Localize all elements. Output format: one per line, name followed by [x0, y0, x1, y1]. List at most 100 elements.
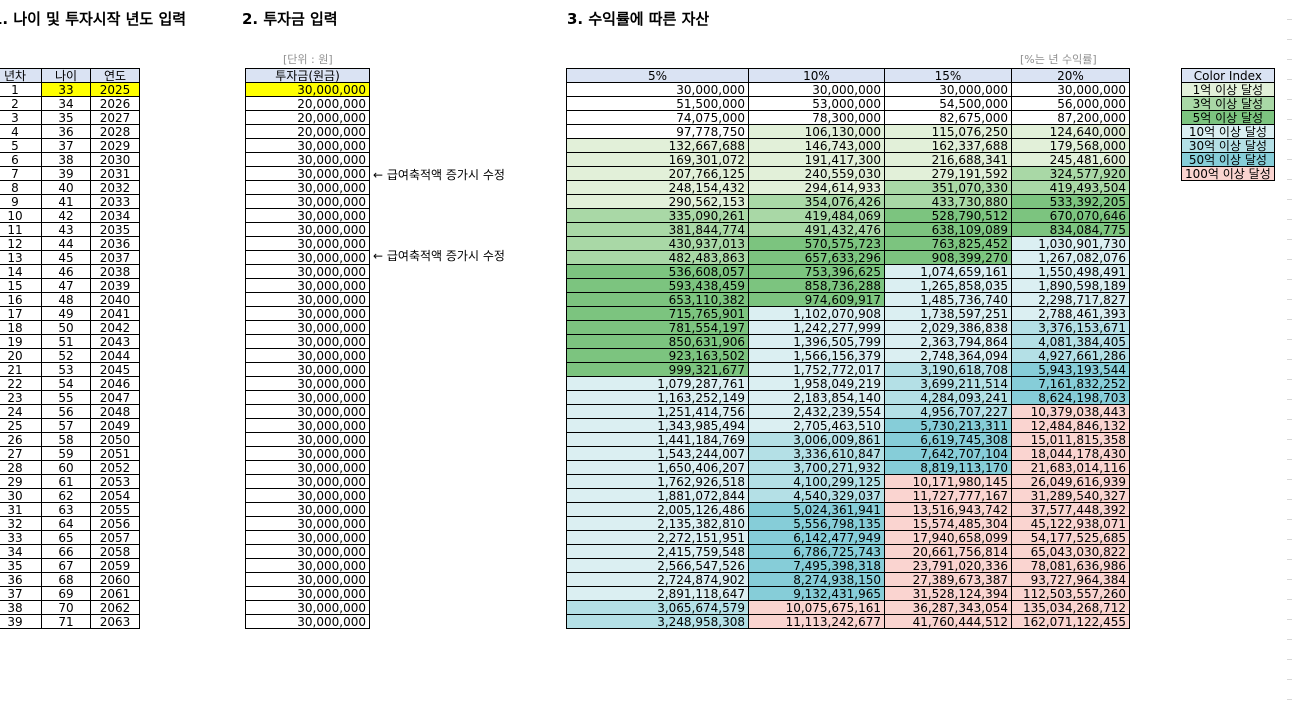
- asset-value-cell[interactable]: 30,000,000: [748, 82, 885, 97]
- legend-item[interactable]: 1억 이상 달성: [1181, 82, 1275, 97]
- investment-cell[interactable]: 30,000,000: [245, 432, 370, 447]
- asset-value-cell[interactable]: 18,044,178,430: [1011, 446, 1130, 461]
- asset-value-cell[interactable]: 7,161,832,252: [1011, 376, 1130, 391]
- year-cell[interactable]: 2032: [90, 180, 140, 195]
- asset-value-cell[interactable]: 638,109,089: [884, 222, 1012, 237]
- asset-value-cell[interactable]: 65,043,030,822: [1011, 544, 1130, 559]
- asset-value-cell[interactable]: 2,891,118,647: [566, 586, 749, 601]
- legend-item[interactable]: 5억 이상 달성: [1181, 110, 1275, 125]
- year-cell[interactable]: 2043: [90, 334, 140, 349]
- investment-cell[interactable]: 30,000,000: [245, 194, 370, 209]
- investment-cell[interactable]: 30,000,000: [245, 376, 370, 391]
- year-cell[interactable]: 2045: [90, 362, 140, 377]
- asset-value-cell[interactable]: 6,142,477,949: [748, 530, 885, 545]
- asset-value-cell[interactable]: 3,700,271,932: [748, 460, 885, 475]
- asset-value-cell[interactable]: 753,396,625: [748, 264, 885, 279]
- investment-cell[interactable]: 30,000,000: [245, 558, 370, 573]
- asset-value-cell[interactable]: 112,503,557,260: [1011, 586, 1130, 601]
- year-cell[interactable]: 2033: [90, 194, 140, 209]
- asset-value-cell[interactable]: 1,396,505,799: [748, 334, 885, 349]
- asset-value-cell[interactable]: 850,631,906: [566, 334, 749, 349]
- asset-value-cell[interactable]: 7,642,707,104: [884, 446, 1012, 461]
- header-cell[interactable]: 투자금(원금): [245, 68, 370, 83]
- asset-value-cell[interactable]: 433,730,880: [884, 194, 1012, 209]
- age-cell[interactable]: 60: [41, 460, 91, 475]
- year-count-cell[interactable]: 6: [0, 152, 42, 167]
- investment-cell[interactable]: 30,000,000: [245, 348, 370, 363]
- investment-cell[interactable]: 30,000,000: [245, 82, 370, 97]
- asset-value-cell[interactable]: 30,000,000: [566, 82, 749, 97]
- year-count-cell[interactable]: 31: [0, 502, 42, 517]
- year-count-cell[interactable]: 5: [0, 138, 42, 153]
- asset-value-cell[interactable]: 31,289,540,327: [1011, 488, 1130, 503]
- asset-value-cell[interactable]: 1,102,070,908: [748, 306, 885, 321]
- asset-value-cell[interactable]: 1,738,597,251: [884, 306, 1012, 321]
- asset-value-cell[interactable]: 3,006,009,861: [748, 432, 885, 447]
- year-count-cell[interactable]: 3: [0, 110, 42, 125]
- asset-value-cell[interactable]: 2,415,759,548: [566, 544, 749, 559]
- asset-value-cell[interactable]: 1,441,184,769: [566, 432, 749, 447]
- year-cell[interactable]: 2044: [90, 348, 140, 363]
- asset-value-cell[interactable]: 8,819,113,170: [884, 460, 1012, 475]
- asset-value-cell[interactable]: 430,937,013: [566, 236, 749, 251]
- asset-value-cell[interactable]: 908,399,270: [884, 250, 1012, 265]
- year-count-cell[interactable]: 20: [0, 348, 42, 363]
- asset-value-cell[interactable]: 13,516,943,742: [884, 502, 1012, 517]
- asset-value-cell[interactable]: 381,844,774: [566, 222, 749, 237]
- rate-header-cell[interactable]: 20%: [1011, 68, 1130, 83]
- asset-value-cell[interactable]: 1,566,156,379: [748, 348, 885, 363]
- year-cell[interactable]: 2054: [90, 488, 140, 503]
- age-cell[interactable]: 69: [41, 586, 91, 601]
- year-cell[interactable]: 2050: [90, 432, 140, 447]
- investment-cell[interactable]: 30,000,000: [245, 404, 370, 419]
- asset-value-cell[interactable]: 1,074,659,161: [884, 264, 1012, 279]
- asset-value-cell[interactable]: 354,076,426: [748, 194, 885, 209]
- asset-value-cell[interactable]: 248,154,432: [566, 180, 749, 195]
- asset-value-cell[interactable]: 10,171,980,145: [884, 474, 1012, 489]
- age-cell[interactable]: 54: [41, 376, 91, 391]
- asset-value-cell[interactable]: 6,786,725,743: [748, 544, 885, 559]
- age-cell[interactable]: 36: [41, 124, 91, 139]
- asset-value-cell[interactable]: 1,958,049,219: [748, 376, 885, 391]
- asset-value-cell[interactable]: 37,577,448,392: [1011, 502, 1130, 517]
- legend-item[interactable]: 3억 이상 달성: [1181, 96, 1275, 111]
- year-count-cell[interactable]: 29: [0, 474, 42, 489]
- year-cell[interactable]: 2041: [90, 306, 140, 321]
- asset-value-cell[interactable]: 715,765,901: [566, 306, 749, 321]
- year-count-cell[interactable]: 38: [0, 600, 42, 615]
- asset-value-cell[interactable]: 2,748,364,094: [884, 348, 1012, 363]
- asset-value-cell[interactable]: 54,177,525,685: [1011, 530, 1130, 545]
- year-count-cell[interactable]: 34: [0, 544, 42, 559]
- investment-cell[interactable]: 20,000,000: [245, 96, 370, 111]
- asset-value-cell[interactable]: 11,727,777,167: [884, 488, 1012, 503]
- year-count-cell[interactable]: 7: [0, 166, 42, 181]
- asset-value-cell[interactable]: 78,300,000: [748, 110, 885, 125]
- header-cell[interactable]: 연도: [90, 68, 140, 83]
- asset-value-cell[interactable]: 21,683,014,116: [1011, 460, 1130, 475]
- year-cell[interactable]: 2031: [90, 166, 140, 181]
- legend-header[interactable]: Color Index: [1181, 68, 1275, 83]
- year-cell[interactable]: 2048: [90, 404, 140, 419]
- age-cell[interactable]: 51: [41, 334, 91, 349]
- asset-value-cell[interactable]: 74,075,000: [566, 110, 749, 125]
- asset-value-cell[interactable]: 8,274,938,150: [748, 572, 885, 587]
- asset-value-cell[interactable]: 20,661,756,814: [884, 544, 1012, 559]
- year-count-cell[interactable]: 35: [0, 558, 42, 573]
- investment-cell[interactable]: 30,000,000: [245, 446, 370, 461]
- asset-value-cell[interactable]: 179,568,000: [1011, 138, 1130, 153]
- year-cell[interactable]: 2037: [90, 250, 140, 265]
- age-cell[interactable]: 37: [41, 138, 91, 153]
- age-cell[interactable]: 44: [41, 236, 91, 251]
- investment-cell[interactable]: 30,000,000: [245, 320, 370, 335]
- asset-value-cell[interactable]: 27,389,673,387: [884, 572, 1012, 587]
- year-cell[interactable]: 2030: [90, 152, 140, 167]
- year-count-cell[interactable]: 9: [0, 194, 42, 209]
- year-cell[interactable]: 2051: [90, 446, 140, 461]
- asset-value-cell[interactable]: 4,956,707,227: [884, 404, 1012, 419]
- asset-value-cell[interactable]: 17,940,658,099: [884, 530, 1012, 545]
- year-count-cell[interactable]: 21: [0, 362, 42, 377]
- asset-value-cell[interactable]: 1,890,598,189: [1011, 278, 1130, 293]
- investment-cell[interactable]: 30,000,000: [245, 474, 370, 489]
- investment-cell[interactable]: 30,000,000: [245, 516, 370, 531]
- asset-value-cell[interactable]: 93,727,964,384: [1011, 572, 1130, 587]
